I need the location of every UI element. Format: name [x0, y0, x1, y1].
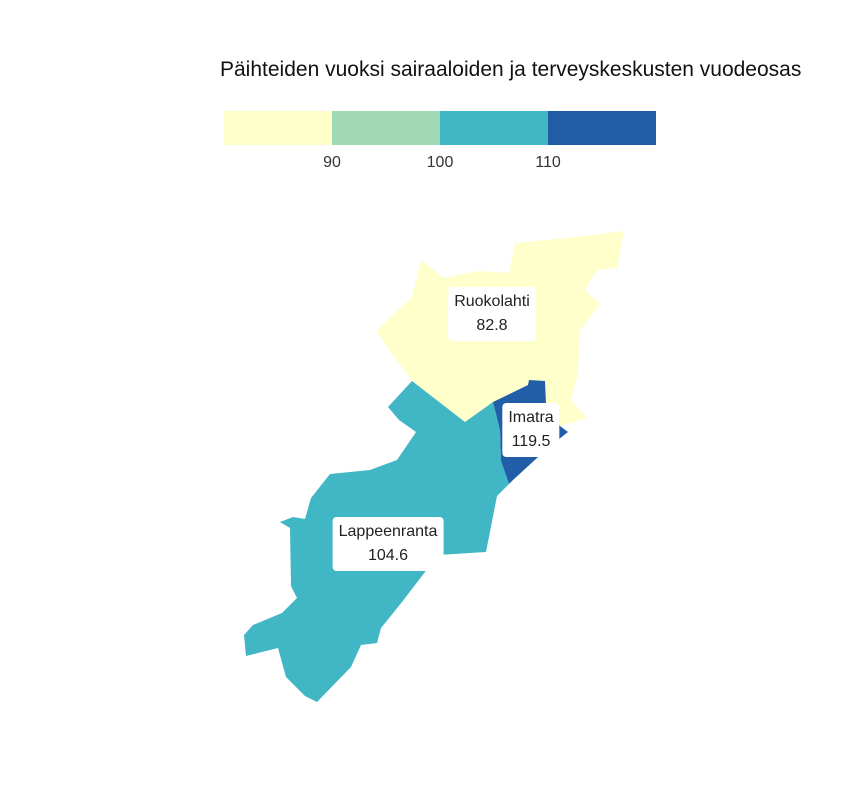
label-lappeenranta-name: Lappeenranta: [338, 523, 438, 540]
label-ruokolahti: Ruokolahti 82.8: [448, 287, 536, 341]
legend-swatch-3: [440, 111, 548, 145]
legend-tick-90: 90: [323, 154, 341, 171]
legend-swatch-1: [224, 111, 332, 145]
label-imatra: Imatra 119.5: [502, 403, 560, 457]
map-title: Päihteiden vuoksi sairaaloiden ja tervey…: [220, 58, 802, 81]
legend-tick-110: 110: [535, 154, 561, 171]
label-lappeenranta-value: 104.6: [367, 547, 409, 564]
color-legend: [224, 111, 656, 145]
label-ruokolahti-value: 82.8: [476, 317, 508, 334]
legend-swatch-2: [332, 111, 440, 145]
legend-tick-100: 100: [426, 154, 454, 171]
label-imatra-name: Imatra: [508, 409, 554, 426]
legend-swatch-4: [548, 111, 656, 145]
label-lappeenranta: Lappeenranta 104.6: [332, 517, 444, 571]
label-ruokolahti-name: Ruokolahti: [454, 293, 530, 310]
label-imatra-value: 119.5: [511, 433, 551, 450]
